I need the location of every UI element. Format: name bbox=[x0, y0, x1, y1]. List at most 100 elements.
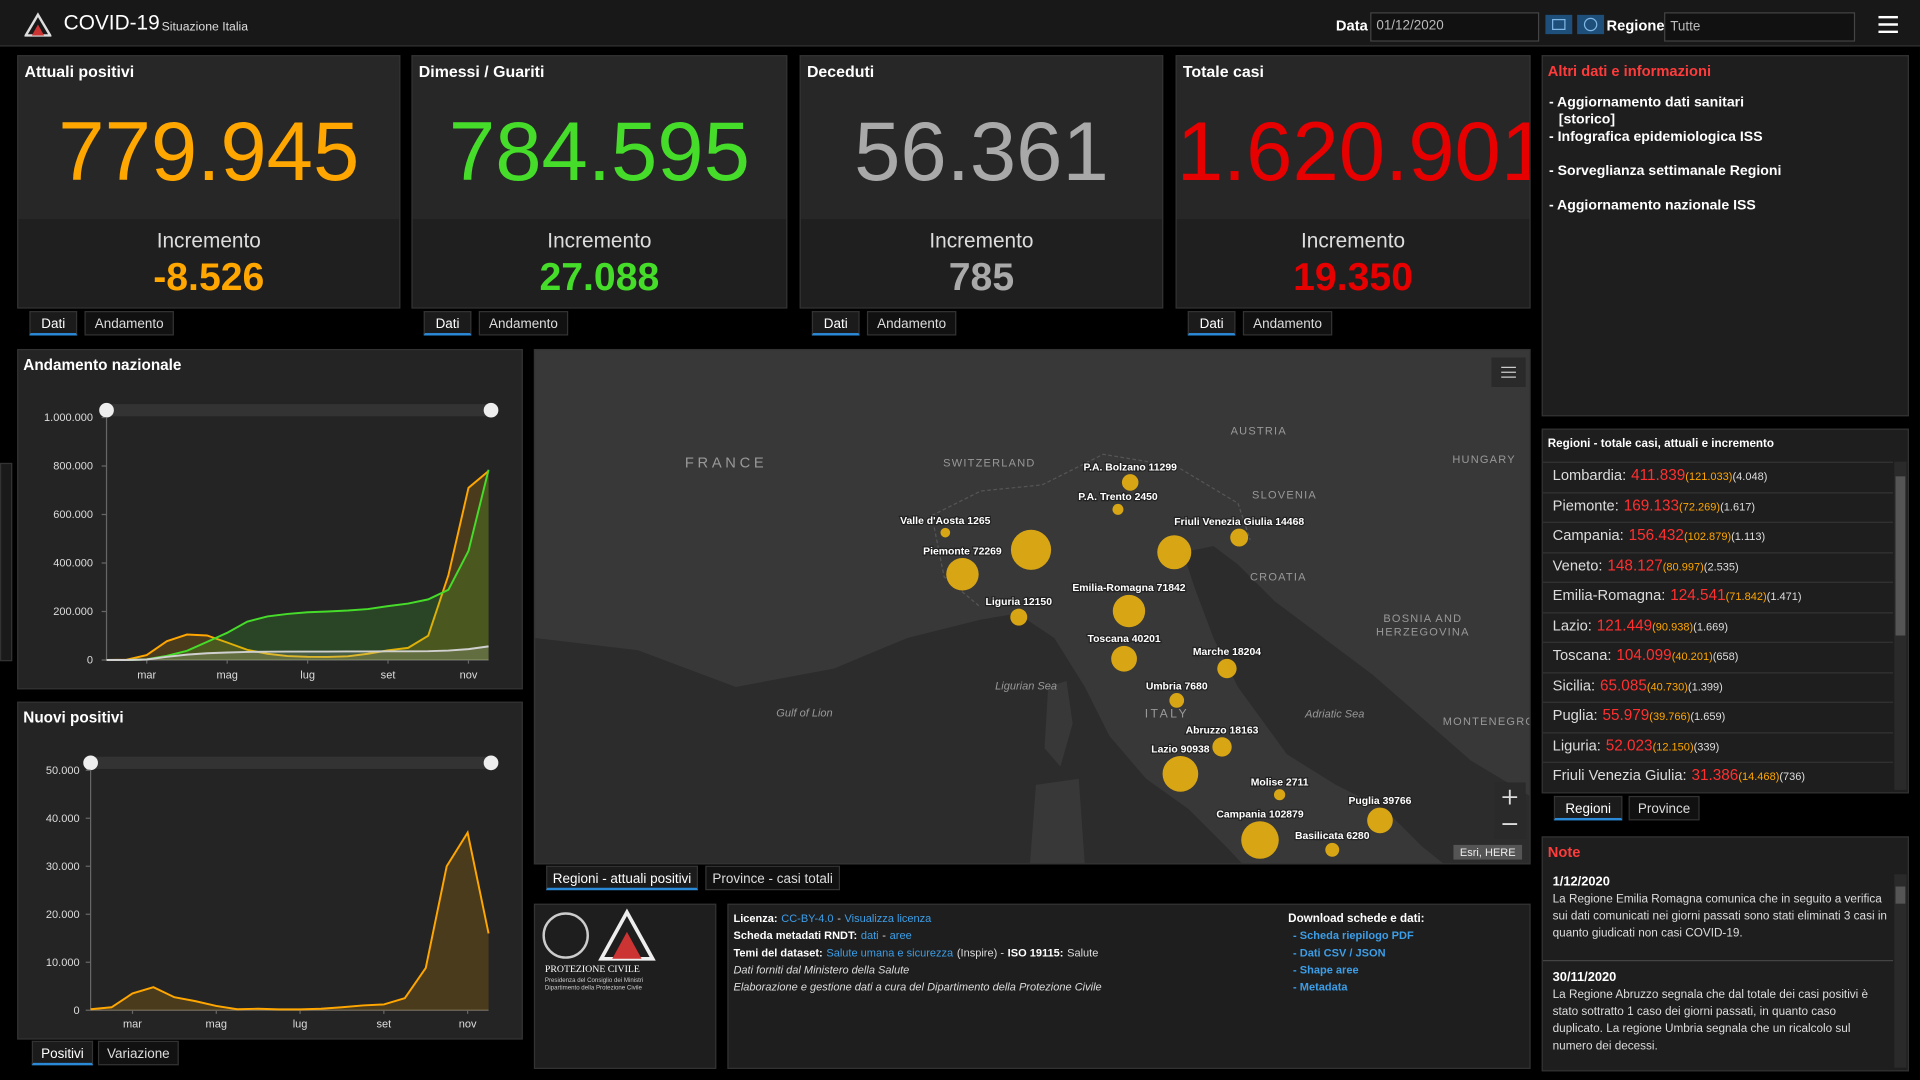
date-input[interactable]: 01/12/2020 bbox=[1370, 12, 1540, 42]
bubble-label: Friuli Venezia Giulia 14468 bbox=[1174, 517, 1304, 528]
note-separator bbox=[1542, 960, 1894, 962]
tab[interactable]: Province bbox=[1628, 795, 1700, 821]
text: Elaborazione e gestione dati a cura del … bbox=[733, 980, 1102, 994]
download-link[interactable]: - Scheda riepilogo PDF bbox=[1293, 929, 1414, 942]
download-link[interactable]: - Shape aree bbox=[1293, 963, 1359, 976]
note-text: La Regione Emilia Romagna comunica che i… bbox=[1552, 892, 1887, 941]
tab[interactable]: Andamento bbox=[866, 311, 957, 336]
region-row: Friuli Venezia Giulia: 31.386(14.468)(736… bbox=[1542, 761, 1894, 791]
region-name: Toscana: bbox=[1552, 646, 1612, 664]
link[interactable]: aree bbox=[889, 929, 912, 942]
kpi-card: Attuali positivi 779.945 Incremento -8.526 bbox=[17, 55, 401, 309]
series-area bbox=[106, 646, 489, 661]
tab[interactable]: Andamento bbox=[84, 311, 174, 336]
text: Salute bbox=[1067, 946, 1099, 959]
region-current: (121.033) bbox=[1685, 470, 1733, 483]
card-value: 784.595 bbox=[448, 105, 750, 199]
card-lower: Incremento 27.088 bbox=[412, 219, 787, 308]
tab[interactable]: Positivi bbox=[31, 1040, 94, 1066]
bubble-label: Toscana 40201 bbox=[1087, 634, 1160, 645]
info-link[interactable]: - Aggiornamento nazionale ISS bbox=[1548, 198, 1756, 214]
legend-icon bbox=[1501, 366, 1516, 378]
bubble-label: Liguria 12150 bbox=[986, 597, 1053, 608]
tab[interactable]: Dati bbox=[29, 311, 78, 336]
chart-panel: Nuovi positivi 0 10.000 20.000 30.000 40.000 5… bbox=[17, 701, 523, 1040]
footer-line: Elaborazione e gestione dati a cura del … bbox=[733, 981, 1105, 993]
kpi-card: Totale casi 1.620.901 Incremento 19.350 bbox=[1175, 55, 1531, 309]
chart-title: Andamento nazionale bbox=[23, 356, 182, 374]
emblem bbox=[542, 912, 589, 959]
info-link[interactable]: - Aggiornamento dati sanitari bbox=[1548, 95, 1745, 111]
scrollbar bbox=[1894, 874, 1907, 1068]
y-tick-label: 1.000.000 bbox=[44, 412, 93, 424]
y-tick-label: 10.000 bbox=[46, 957, 80, 969]
region-name: Lazio: bbox=[1552, 616, 1592, 634]
bubble-label: Piemonte 72269 bbox=[923, 546, 1002, 557]
region-bubble bbox=[1010, 529, 1052, 570]
tab[interactable]: Province - casi totali bbox=[705, 865, 841, 891]
region-bubble bbox=[1157, 535, 1192, 570]
region-value: Tutte bbox=[1670, 19, 1701, 35]
region-increment: (1.113) bbox=[1731, 530, 1766, 543]
info-link[interactable]: - Sorveglianza settimanale Regioni bbox=[1548, 164, 1782, 179]
attribution-box bbox=[1453, 844, 1523, 860]
region-current: (12.150) bbox=[1652, 740, 1694, 753]
place-label: ITALY bbox=[1145, 707, 1189, 721]
tab[interactable]: Dati bbox=[423, 311, 472, 336]
region-increment: (1.669) bbox=[1693, 620, 1729, 633]
info-link[interactable]: - Infografica epidemiologica ISS bbox=[1548, 129, 1763, 145]
x-tick-label: nov bbox=[460, 669, 478, 681]
region-bubble bbox=[1217, 658, 1237, 679]
text: Scheda metadati RNDT: bbox=[733, 929, 858, 942]
tab[interactable]: Dati bbox=[811, 311, 860, 336]
bubble-label: Puglia 39766 bbox=[1349, 796, 1412, 807]
region-total: 148.127 bbox=[1607, 556, 1663, 574]
date-icons[interactable] bbox=[1545, 14, 1606, 35]
region-name: Campania: bbox=[1552, 526, 1624, 544]
region-total: 124.541 bbox=[1670, 586, 1726, 604]
download-link[interactable]: - Metadata bbox=[1293, 980, 1348, 994]
menu-icon[interactable] bbox=[1878, 15, 1898, 34]
chart: 0 200.000 400.000 600.000 800.000 1.000.000 ma… bbox=[44, 402, 499, 681]
side-toggle[interactable] bbox=[0, 462, 13, 662]
tab[interactable]: Dati bbox=[1187, 311, 1236, 336]
region-bubble bbox=[1112, 594, 1146, 628]
region-increment: (339) bbox=[1693, 740, 1720, 753]
card-value: 779.945 bbox=[58, 105, 360, 199]
info-link-extra[interactable]: [storico] bbox=[1558, 112, 1616, 128]
download-link[interactable]: - Dati CSV / JSON bbox=[1293, 946, 1386, 959]
link[interactable]: CC-BY-4.0 bbox=[781, 912, 834, 925]
note-text: La Regione Abruzzo segnala che dal total… bbox=[1552, 988, 1869, 1054]
slider-handle bbox=[483, 755, 499, 771]
text: (Inspire) - bbox=[956, 946, 1005, 959]
region-bubble bbox=[1112, 503, 1124, 515]
bubble-label: P.A. Trento 2450 bbox=[1078, 492, 1158, 503]
link[interactable]: dati bbox=[860, 929, 879, 942]
sea bbox=[535, 613, 1242, 864]
region-bubble bbox=[1162, 756, 1199, 792]
tab[interactable]: Andamento bbox=[1242, 311, 1333, 336]
scroll-thumb bbox=[1895, 476, 1906, 636]
logo-line: Presidenza del Consiglio dei Ministri bbox=[544, 977, 644, 985]
info-title: Altri dati e informazioni bbox=[1547, 62, 1712, 80]
slider-handle bbox=[83, 755, 98, 771]
bubble-label: Molise 2711 bbox=[1251, 777, 1309, 788]
region-name: Liguria: bbox=[1552, 736, 1601, 754]
region-total: 411.839 bbox=[1631, 466, 1686, 484]
increment-value: 785 bbox=[948, 254, 1015, 299]
region-row: Toscana: 104.099(40.201)(658) bbox=[1542, 641, 1894, 671]
tab[interactable]: Regioni - attuali positivi bbox=[546, 865, 698, 891]
tab[interactable]: Andamento bbox=[478, 311, 569, 336]
link[interactable]: Visualizza licenza bbox=[844, 912, 932, 925]
header-bar: COVID-19 Situazione Italia Data 01/12/2020 R… bbox=[0, 0, 1920, 47]
region-current: (102.879) bbox=[1683, 530, 1732, 543]
region-select[interactable]: Tutte bbox=[1664, 12, 1856, 42]
tab[interactable]: Regioni bbox=[1553, 795, 1623, 821]
x-tick-label: mar bbox=[123, 1018, 142, 1030]
date-label: Data bbox=[1335, 17, 1368, 35]
tab[interactable]: Variazione bbox=[97, 1040, 179, 1066]
increment-label: Incremento bbox=[1300, 228, 1406, 253]
y-tick-label: 20.000 bbox=[46, 909, 80, 921]
link[interactable]: Salute umana e sicurezza bbox=[826, 946, 954, 959]
